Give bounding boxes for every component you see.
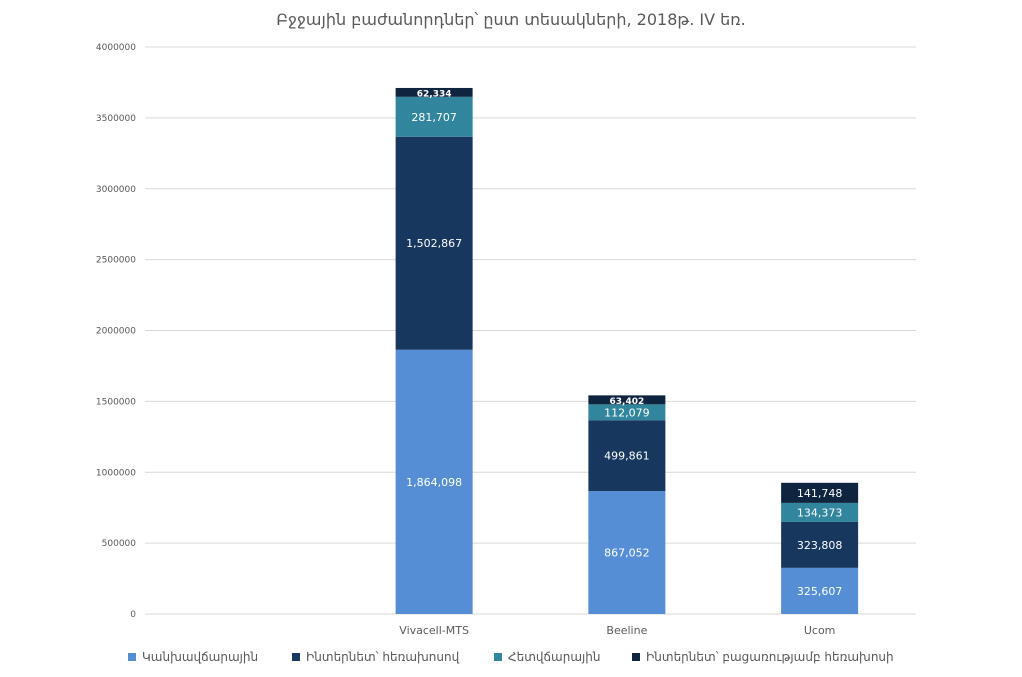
bar-segment (588, 404, 666, 421)
legend-label: Ինտերնետ՝ բացառությամբ հեռախոսի (646, 650, 894, 664)
y-tick-label: 2500000 (96, 256, 136, 266)
bar-segment (395, 96, 473, 137)
bar-segment (395, 87, 473, 97)
data-label: 1,864,098 (406, 476, 462, 489)
bar-segment (395, 136, 473, 350)
data-label: 281,707 (411, 111, 457, 124)
data-label: 62,334 (417, 89, 452, 99)
legend-swatch (632, 653, 640, 661)
data-label: 1,502,867 (406, 237, 462, 250)
data-label: 499,861 (604, 450, 650, 463)
bar-segment (588, 395, 666, 405)
y-tick-label: 1500000 (96, 397, 136, 407)
data-label: 141,748 (797, 487, 843, 500)
y-tick-label: 500000 (102, 539, 137, 549)
legend-swatch (494, 653, 502, 661)
data-label: 112,079 (604, 406, 650, 419)
y-tick-label: 4000000 (96, 43, 136, 53)
bar-segment (781, 521, 859, 568)
data-label: 63,402 (610, 397, 645, 407)
legend: Կանխավճարային Ինտերնետ՝ հեռախոսով Հետվճարա… (128, 650, 894, 664)
data-labels: 1,864,098 1,502,867 281,707 62,334 867,052 49… (406, 89, 842, 598)
y-tick-label: 1000000 (96, 468, 136, 478)
y-tick-label: 0 (130, 610, 136, 620)
x-category-label: Beeline (606, 624, 647, 637)
y-tick-label: 3000000 (96, 185, 136, 195)
bar-segment (781, 502, 859, 522)
x-category-label: Vivacell-MTS (399, 624, 469, 637)
bar-segment (781, 482, 859, 503)
y-tick-label: 3500000 (96, 114, 136, 124)
legend-label: Կանխավճարային (142, 650, 258, 664)
y-tick-label: 2000000 (96, 327, 136, 337)
bar-segment (588, 491, 666, 614)
x-axis-categories: Vivacell-MTS Beeline Ucom (399, 624, 835, 637)
legend-label: Հետվճարային (508, 650, 600, 664)
data-label: 323,808 (797, 539, 843, 552)
bar-segment (781, 567, 859, 614)
bar-segment (395, 349, 473, 614)
chart-title: Բջջային բաժանորդներ՝ ըստ տեսակների, 2018… (276, 10, 745, 29)
data-label: 867,052 (604, 547, 650, 560)
bar-segment (588, 420, 666, 492)
legend-swatch (128, 653, 136, 661)
legend-swatch (292, 653, 300, 661)
legend-label: Ինտերնետ՝ հեռախոսով (306, 650, 460, 664)
gridlines (145, 46, 916, 615)
y-axis-ticks: 0 500000 1000000 1500000 2000000 2500000 30000… (96, 43, 136, 620)
data-label: 325,607 (797, 585, 843, 598)
bars (395, 87, 859, 614)
data-label: 134,373 (797, 506, 843, 519)
x-category-label: Ucom (804, 624, 836, 637)
